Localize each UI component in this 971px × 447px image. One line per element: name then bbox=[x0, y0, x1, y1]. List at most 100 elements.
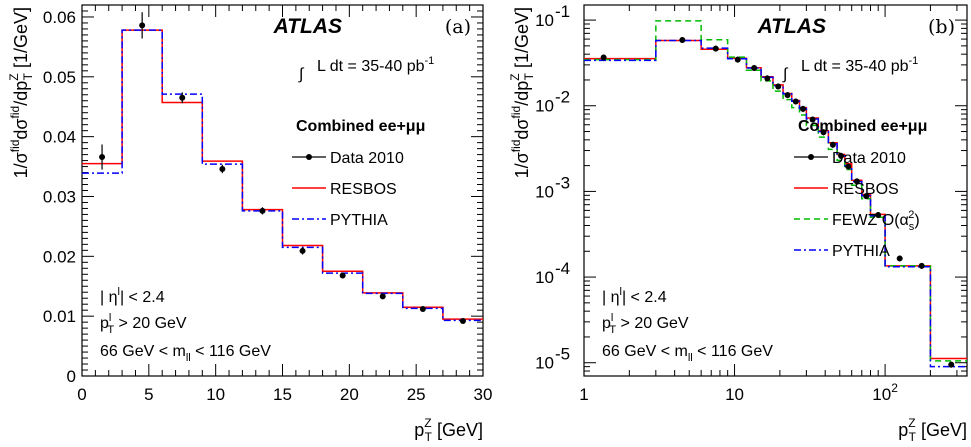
y-tick-label: 0.06 bbox=[43, 8, 76, 27]
y-axis-label-a: 1/σ bbox=[512, 152, 532, 178]
y-axis-label-sup1: fid bbox=[8, 140, 22, 153]
panel-letter: (b) bbox=[928, 16, 955, 38]
lumi-exp: -1 bbox=[425, 55, 435, 67]
y-axis-label-sup2: fid bbox=[509, 106, 523, 119]
data-point bbox=[820, 129, 827, 136]
x-axis-label-base: p bbox=[898, 420, 908, 440]
x-tick-label: 20 bbox=[340, 385, 359, 404]
y-tick-label-exp: -4 bbox=[555, 259, 570, 278]
x-tick-label: 1 bbox=[579, 385, 588, 404]
cut-pt-a: p bbox=[602, 315, 611, 332]
cut-mll-b: < 116 GeV bbox=[191, 343, 272, 360]
y-axis-label-c: /dp bbox=[512, 81, 532, 106]
data-point bbox=[299, 247, 306, 254]
data-point bbox=[863, 193, 870, 200]
legend-name-tail: ) bbox=[914, 212, 919, 229]
data-point bbox=[784, 92, 791, 99]
y-axis-label-sup2: fid bbox=[8, 106, 22, 119]
y-tick-label: 0.01 bbox=[43, 307, 76, 326]
cut-pt: pl T > 20 GeV bbox=[602, 312, 689, 336]
y-tick-label-base: 10 bbox=[535, 182, 554, 201]
legend-label: Data 2010 bbox=[832, 150, 906, 167]
y-tick-label: 10 bbox=[535, 182, 554, 201]
y-tick-label: 0 bbox=[67, 367, 76, 386]
x-tick-label-base: 10 bbox=[872, 385, 891, 404]
legend-marker-dot bbox=[808, 154, 814, 160]
y-tick-label-base: 10 bbox=[535, 11, 554, 30]
y-tick-label: 10 bbox=[535, 97, 554, 116]
data-point bbox=[948, 361, 955, 368]
data-point bbox=[259, 207, 266, 214]
cut-mll-sub: ll bbox=[186, 352, 191, 364]
y-axis-label-sup3: Z bbox=[7, 73, 21, 80]
x-axis-label-sub: T bbox=[909, 430, 917, 444]
data-point bbox=[219, 165, 226, 172]
panel-letter: (a) bbox=[445, 16, 471, 38]
data-point bbox=[838, 152, 845, 159]
y-tick-label: 0.05 bbox=[43, 68, 76, 87]
cut-eta: | ηl| < 2.4 bbox=[602, 286, 667, 306]
data-point bbox=[775, 83, 782, 90]
lumi-label: L dt = 35-40 pb-1 bbox=[801, 55, 918, 75]
data-point bbox=[845, 163, 852, 170]
legend-label: RESBOS bbox=[330, 181, 397, 198]
data-point bbox=[792, 98, 799, 105]
integral-sign: ∫ bbox=[298, 66, 305, 83]
legend-name-sub: s bbox=[909, 221, 915, 233]
cut-eta-a: | η bbox=[100, 289, 118, 306]
x-tick-label-base: 15 bbox=[273, 385, 292, 404]
x-tick-label-exp: 2 bbox=[891, 381, 898, 395]
x-tick-label-base: 30 bbox=[474, 385, 493, 404]
atlas-label: ATLAS bbox=[273, 15, 342, 38]
x-axis-label-sub: T bbox=[425, 430, 433, 444]
y-axis-label-c: /dp bbox=[11, 81, 31, 106]
x-axis-label: pZ T [GeV] bbox=[898, 416, 967, 444]
y-axis-label-a: 1/σ bbox=[11, 152, 31, 178]
cut-pt-sub: T bbox=[609, 324, 616, 336]
cut-mll: 66 GeV < mll < 116 GeV bbox=[602, 343, 773, 364]
x-tick-label-base: 0 bbox=[77, 385, 86, 404]
data-point bbox=[896, 255, 903, 262]
cut-pt-sub: T bbox=[107, 324, 114, 336]
cut-eta-sup: l bbox=[118, 286, 120, 298]
x-tick-label-base: 20 bbox=[340, 385, 359, 404]
data-point bbox=[875, 212, 882, 219]
data-point bbox=[600, 54, 607, 61]
y-tick-label-exp: -3 bbox=[555, 173, 570, 192]
data-point bbox=[829, 141, 836, 148]
integral-sign: ∫ bbox=[782, 66, 789, 83]
legend-name: Data 2010 bbox=[832, 150, 906, 167]
x-tick-label: 0 bbox=[77, 385, 86, 404]
legend-label: Data 2010 bbox=[330, 150, 404, 167]
x-tick-label-base: 10 bbox=[206, 385, 225, 404]
x-tick-label-base: 1 bbox=[579, 385, 588, 404]
lumi-exp: -1 bbox=[909, 55, 919, 67]
y-tick-label-exp: -1 bbox=[555, 2, 570, 21]
y-tick-label: 10 bbox=[535, 268, 554, 287]
y-tick-label-exp: -2 bbox=[555, 88, 570, 107]
cut-mll-sub: ll bbox=[688, 352, 693, 364]
cut-mll-a: 66 GeV < m bbox=[602, 343, 688, 360]
y-axis-label-sup3: Z bbox=[508, 73, 522, 80]
x-axis-label-sup: Z bbox=[424, 416, 431, 430]
y-tick-label-exp: -5 bbox=[555, 345, 570, 364]
y-axis-label: 1/σfiddσfid/dpZT [1/GeV] bbox=[508, 7, 536, 178]
y-axis-label-sup1: fid bbox=[509, 140, 523, 153]
legend-label: RESBOS bbox=[832, 181, 899, 198]
x-tick-label-base: 5 bbox=[144, 385, 153, 404]
legend-name: Data 2010 bbox=[330, 150, 404, 167]
y-tick-label-base: 10 bbox=[535, 268, 554, 287]
x-axis-label: pZ T [GeV] bbox=[414, 416, 483, 444]
lumi-label: L dt = 35-40 pb-1 bbox=[317, 55, 434, 75]
y-tick-label: 10 bbox=[535, 11, 554, 30]
panel-a: 0 5 10 15 20 25 30 0 0.01 0.02 0.03 0.04 0.05 0.06 (a)… bbox=[7, 4, 493, 444]
legend-name: PYTHIA bbox=[330, 212, 388, 229]
y-tick-label-base: 10 bbox=[535, 97, 554, 116]
cut-eta-b: | < 2.4 bbox=[120, 289, 165, 306]
data-point bbox=[679, 36, 686, 43]
x-axis-label-base: p bbox=[414, 420, 424, 440]
cut-mll: 66 GeV < mll < 116 GeV bbox=[100, 343, 271, 364]
